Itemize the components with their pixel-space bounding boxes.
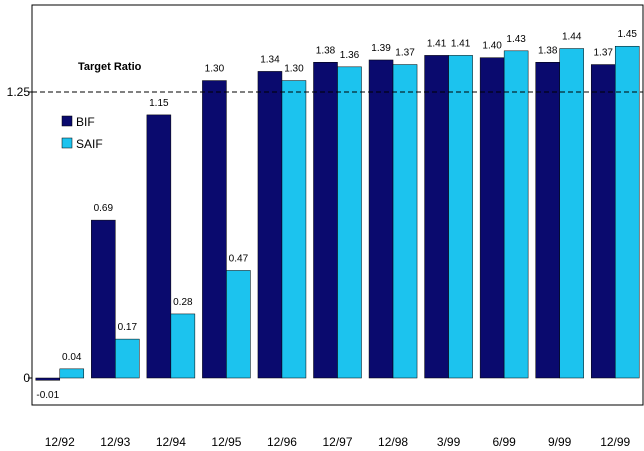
legend-swatch-bif — [61, 115, 73, 127]
bar-bif-12-96 — [257, 71, 283, 379]
value-label-saif-12-92: 0.04 — [62, 352, 82, 363]
value-label-saif-12-94: 0.28 — [173, 297, 193, 308]
bar-saif-12-95 — [226, 270, 251, 379]
bar-bif-12-93 — [91, 219, 116, 379]
bar-bif-6-99 — [479, 57, 505, 379]
bar-saif-12-92 — [59, 368, 85, 379]
x-tick-label: 6/99 — [492, 435, 516, 449]
bar-bif-12-94 — [146, 114, 172, 379]
target-label: Target Ratio — [78, 61, 142, 73]
value-label-bif-9-99: 1.38 — [538, 45, 558, 56]
x-tick-label: 12/92 — [45, 435, 75, 449]
value-label-bif-12-96: 1.34 — [260, 54, 280, 65]
legend-label-bif: BIF — [76, 115, 95, 129]
bar-saif-12-94 — [170, 313, 196, 379]
x-tick-label: 12/96 — [267, 435, 297, 449]
bar-bif-12-99 — [590, 64, 616, 379]
bar-bif-12-92 — [35, 377, 61, 381]
legend-label-saif: SAIF — [76, 137, 103, 151]
value-label-bif-3-99: 1.41 — [427, 38, 447, 49]
value-label-saif-12-96: 1.30 — [284, 64, 304, 75]
bar-saif-12-98 — [392, 64, 418, 379]
value-label-saif-12-98: 1.37 — [395, 48, 415, 59]
bar-saif-12-96 — [281, 80, 307, 379]
value-label-saif-3-99: 1.41 — [451, 38, 471, 49]
bar-bif-12-98 — [368, 59, 394, 379]
bar-saif-9-99 — [559, 48, 584, 379]
x-tick-label: 12/99 — [600, 435, 630, 449]
value-label-bif-12-97: 1.38 — [316, 45, 336, 56]
value-label-bif-6-99: 1.40 — [482, 41, 502, 52]
value-label-bif-12-95: 1.30 — [205, 64, 225, 75]
bar-saif-6-99 — [503, 50, 529, 379]
x-tick-label: 12/95 — [211, 435, 241, 449]
legend-swatch-saif — [61, 137, 73, 149]
value-label-bif-12-93: 0.69 — [94, 203, 114, 214]
value-label-bif-12-92: -0.01 — [36, 390, 59, 401]
bar-saif-12-99 — [614, 45, 640, 379]
bar-bif-12-95 — [202, 80, 227, 379]
value-label-saif-12-99: 1.45 — [617, 29, 637, 40]
bar-saif-12-93 — [115, 338, 140, 379]
bar-saif-3-99 — [448, 55, 473, 379]
x-tick-label: 12/93 — [100, 435, 130, 449]
value-label-bif-12-99: 1.37 — [593, 48, 613, 59]
y-tick-label: 1.25 — [7, 85, 31, 99]
labels-group: -0.01 0.04 0.69 0.17 1.15 0.28 1.30 0.47 1.34 1.3… — [36, 29, 637, 401]
y-tick-label: 0 — [23, 371, 30, 385]
value-label-saif-12-97: 1.36 — [340, 50, 360, 61]
value-label-bif-12-98: 1.39 — [371, 43, 391, 54]
value-label-saif-12-93: 0.17 — [118, 322, 138, 333]
y-axis: 01.25 — [7, 85, 32, 385]
bar-bif-12-97 — [313, 62, 338, 379]
bars-group — [35, 45, 640, 381]
x-tick-label: 12/97 — [322, 435, 352, 449]
value-label-saif-12-95: 0.47 — [229, 253, 249, 264]
value-label-saif-6-99: 1.43 — [506, 34, 526, 45]
value-label-bif-12-94: 1.15 — [149, 98, 169, 109]
legend: BIF SAIF — [61, 115, 103, 151]
x-tick-label: 3/99 — [437, 435, 461, 449]
x-tick-label: 12/98 — [378, 435, 408, 449]
bar-bif-3-99 — [424, 55, 449, 379]
x-tick-label: 12/94 — [156, 435, 186, 449]
value-label-saif-9-99: 1.44 — [562, 32, 582, 43]
x-axis: 12/92 12/93 12/94 12/95 12/96 12/97 12/98 3/99 6… — [45, 435, 631, 449]
bar-bif-9-99 — [535, 62, 560, 379]
x-tick-label: 9/99 — [548, 435, 572, 449]
bar-saif-12-97 — [337, 66, 362, 379]
